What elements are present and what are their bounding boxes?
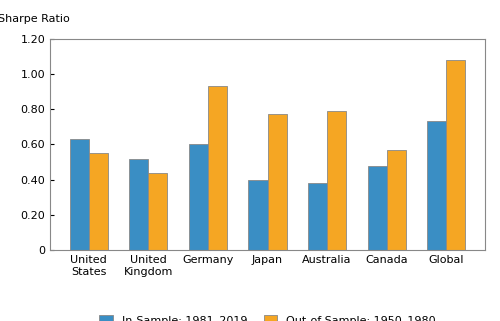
Bar — [89, 153, 108, 250]
Legend: In-Sample: 1981–2019, Out-of-Sample: 1950–1980: In-Sample: 1981–2019, Out-of-Sample: 195… — [100, 315, 435, 321]
Bar — [368, 166, 386, 250]
Bar — [446, 60, 465, 250]
Bar — [268, 115, 286, 250]
Bar — [427, 121, 446, 250]
Bar — [248, 180, 268, 250]
Text: Sharpe Ratio: Sharpe Ratio — [0, 14, 70, 24]
Bar — [308, 183, 327, 250]
Bar — [208, 86, 227, 250]
Bar — [327, 111, 346, 250]
Bar — [130, 159, 148, 250]
Bar — [189, 144, 208, 250]
Bar — [70, 139, 89, 250]
Bar — [386, 150, 406, 250]
Bar — [148, 173, 168, 250]
